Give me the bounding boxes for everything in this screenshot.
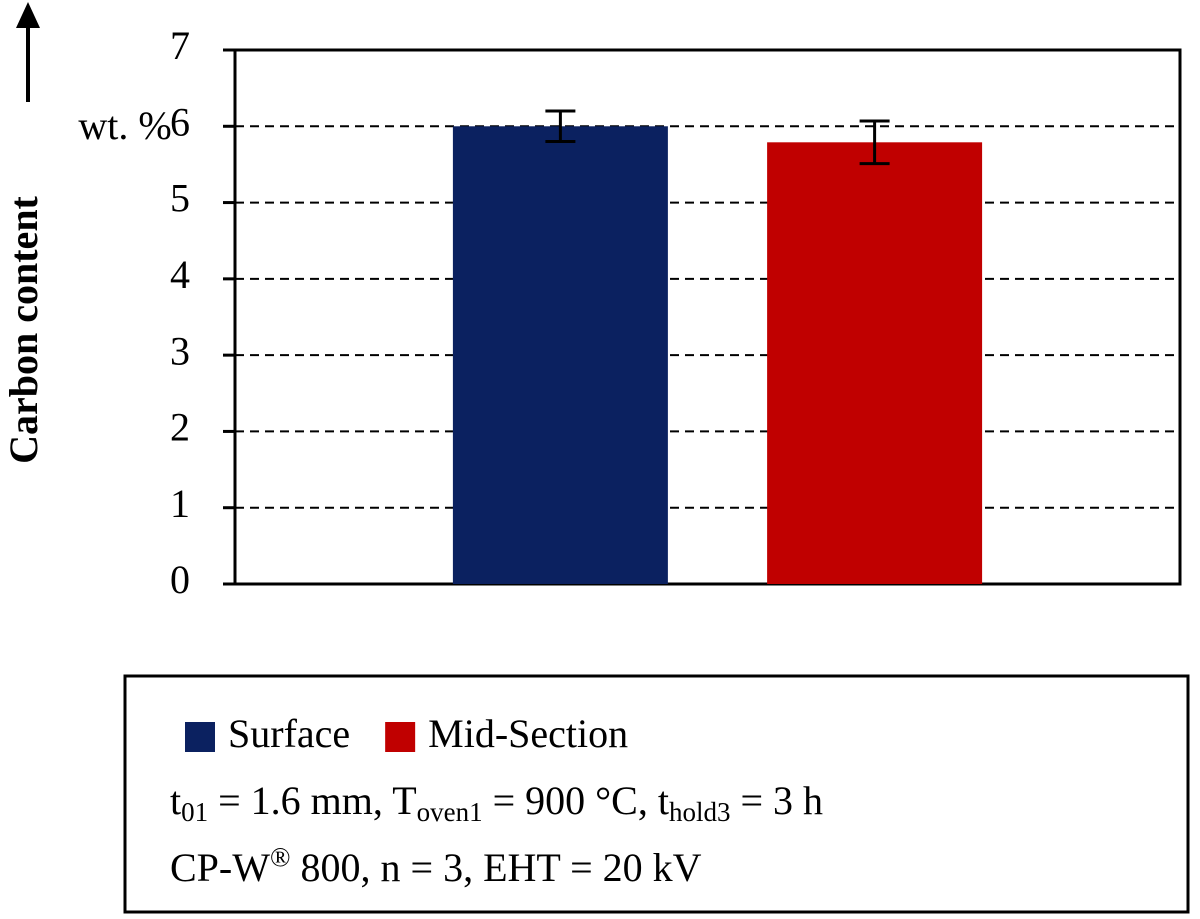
legend-swatch	[385, 722, 416, 752]
y-tick-label: 1	[170, 481, 190, 526]
legend-box	[123, 674, 1190, 914]
y-tick-label: 4	[170, 252, 190, 297]
note-text: = 3 h	[730, 778, 823, 823]
y-tick-label: 3	[170, 328, 190, 373]
note-text: t	[170, 778, 181, 823]
y-tick-label: 2	[170, 405, 190, 450]
bar	[767, 142, 983, 584]
legend-swatch	[185, 722, 215, 752]
note-text: = 900 °C, t	[483, 778, 669, 823]
note-sub: oven1	[417, 797, 483, 827]
note-text: = 1.6 mm, T	[208, 778, 417, 823]
bar	[452, 126, 668, 585]
y-tick-label: 5	[170, 176, 190, 221]
y-axis-arrowhead	[16, 2, 40, 28]
legend-label: Mid-Section	[428, 711, 628, 756]
y-tick-label: 7	[170, 23, 190, 68]
y-tick-label: 0	[170, 557, 190, 602]
note-sub: 01	[181, 797, 208, 827]
note-sup: ®	[270, 842, 291, 872]
plot-frame	[233, 48, 1182, 586]
note-sub: hold3	[669, 797, 731, 827]
y-tick-label: 6	[170, 99, 190, 144]
error-bar	[859, 119, 890, 166]
error-bar	[545, 109, 576, 144]
note: t01 = 1.6 mm, Toven1 = 900 °C, thold3 = …	[170, 778, 823, 827]
note-text: CP-W	[170, 845, 270, 890]
y-axis-title: Carbon content	[1, 195, 46, 463]
y-axis-unit: wt. %	[78, 103, 171, 148]
note: CP-W® 800, n = 3, EHT = 20 kV	[170, 842, 702, 890]
legend-label: Surface	[228, 711, 350, 756]
note-text: 800, n = 3, EHT = 20 kV	[291, 845, 702, 890]
